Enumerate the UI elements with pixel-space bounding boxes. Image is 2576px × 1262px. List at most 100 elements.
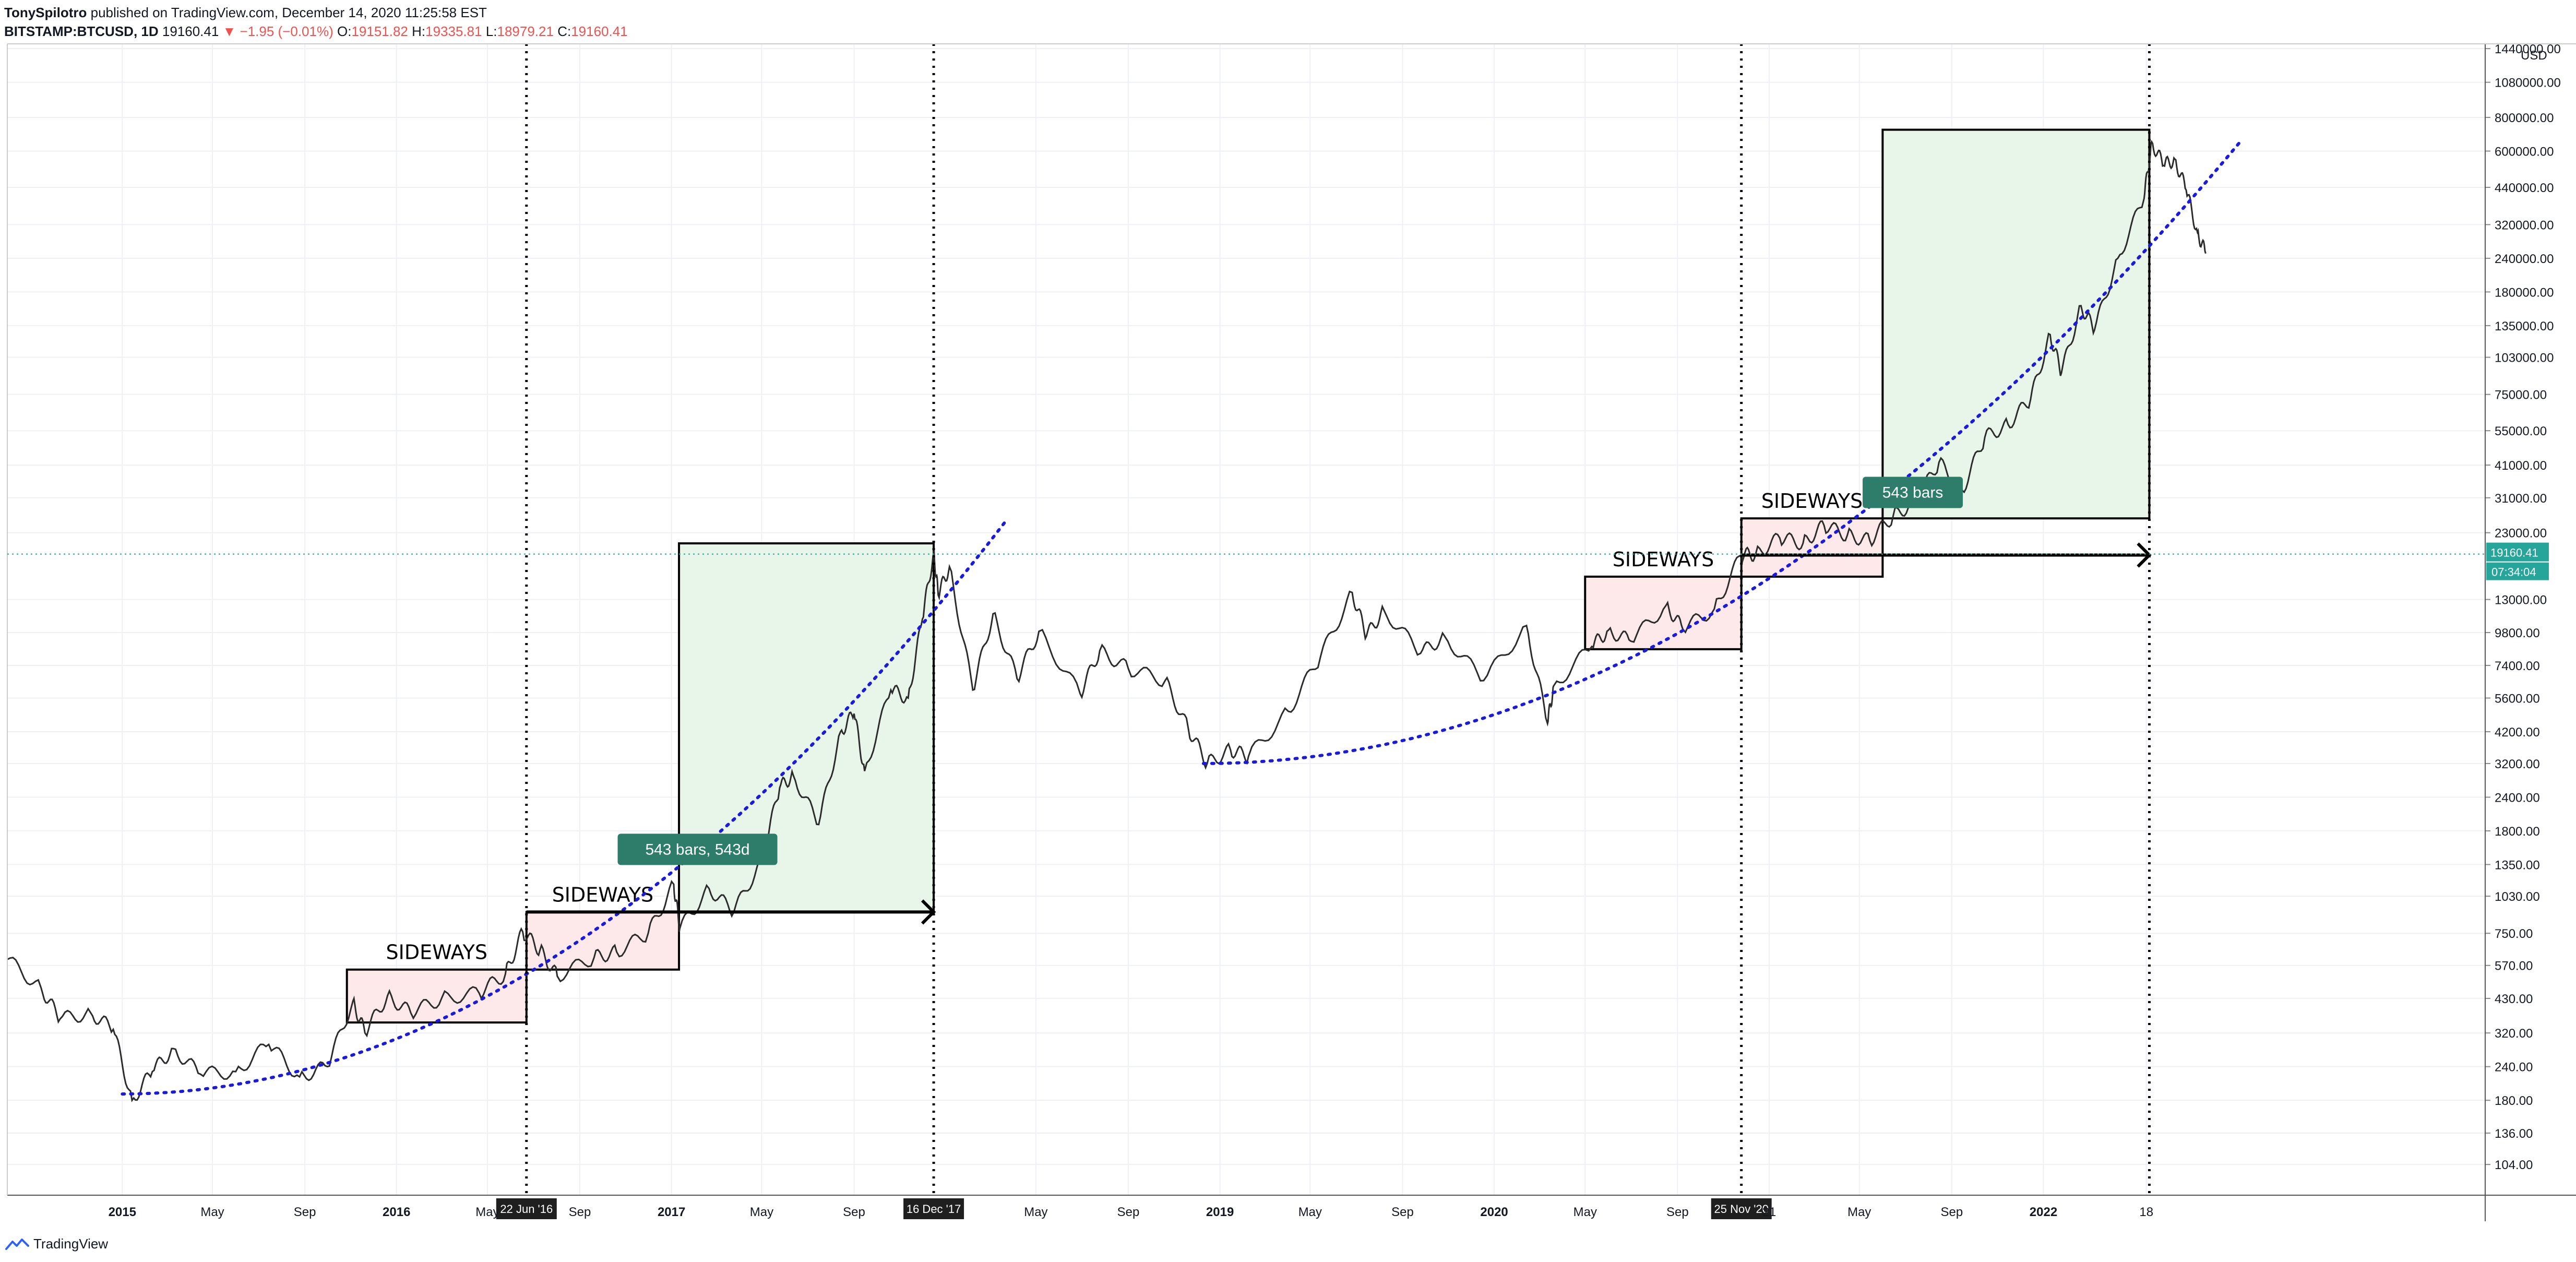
measure-label: 543 bars [1882, 484, 1943, 502]
y-tick-label: 180000.00 [2495, 285, 2554, 300]
close-value: 19160.41 [571, 23, 628, 39]
open-value: 19151.82 [351, 23, 408, 39]
x-tick-label: 21 [1762, 1205, 1776, 1219]
zones: SIDEWAYS SIDEWAYS SIDEWAYS SIDEWAYS [345, 128, 2151, 1024]
open-label: O: [337, 23, 352, 39]
x-tick-label: May [200, 1205, 224, 1219]
tradingview-logo-icon[interactable] [5, 1237, 29, 1251]
y-axis-unit: USD [2521, 49, 2547, 63]
x-tick-label: 2017 [658, 1205, 685, 1219]
zone-label: SIDEWAYS [386, 941, 487, 964]
author-name[interactable]: TonySpilotro [4, 5, 87, 20]
brand-text[interactable]: TradingView [33, 1236, 109, 1252]
measure-tools: 543 bars, 543d 543 bars [526, 477, 2152, 925]
zone-label: SIDEWAYS [552, 883, 653, 906]
date-chip-label: 25 Nov '20 [1714, 1203, 1769, 1216]
x-tick-label: Sep [1391, 1205, 1414, 1219]
y-tick-label: 750.00 [2495, 927, 2533, 941]
y-tick-label: 3200.00 [2495, 757, 2540, 771]
x-tick-label: May [1573, 1205, 1597, 1219]
y-tick-label: 1800.00 [2495, 825, 2540, 839]
zone-label: SIDEWAYS [1761, 490, 1863, 513]
footer: TradingView [5, 1236, 108, 1252]
y-tick-label: 600000.00 [2495, 145, 2554, 159]
price-change: ▼ −1.95 (−0.01%) [222, 23, 333, 39]
y-tick-label: 1080000.00 [2495, 76, 2561, 90]
x-tick-label: Sep [1666, 1205, 1689, 1219]
low-label: L: [485, 23, 497, 39]
y-tick-label: 75000.00 [2495, 388, 2547, 402]
x-tick-label: May [750, 1205, 773, 1219]
y-tick-label: 430.00 [2495, 992, 2533, 1006]
y-tick-label: 800000.00 [2495, 111, 2554, 125]
y-tick-label: 1030.00 [2495, 890, 2540, 904]
x-tick-label: Sep [843, 1205, 865, 1219]
low-value: 18979.21 [497, 23, 554, 39]
y-tick-label: 320.00 [2495, 1027, 2533, 1041]
growth-zone [1881, 128, 2151, 520]
y-tick-label: 320000.00 [2495, 218, 2554, 232]
x-tick-label: May [1024, 1205, 1047, 1219]
last-price-tag [2486, 542, 2549, 562]
y-tick-label: 440000.00 [2495, 181, 2554, 195]
high-label: H: [412, 23, 426, 39]
last-price-value: 19160.41 [2490, 546, 2538, 559]
y-tick-label: 240.00 [2495, 1061, 2533, 1075]
date-chip [1711, 1198, 1772, 1219]
date-chip [903, 1198, 964, 1219]
symbol-line: BITSTAMP:BTCUSD, 1D 19160.41 ▼ −1.95 (−0… [4, 22, 628, 41]
date-chip-label: 22 Jun '16 [500, 1203, 553, 1216]
sideways-zone [525, 911, 681, 971]
sideways-zone [1584, 575, 1743, 650]
y-tick-label: 13000.00 [2495, 593, 2547, 608]
x-tick-label: Sep [1117, 1205, 1140, 1219]
y-tick-label: 103000.00 [2495, 351, 2554, 365]
measure-label: 543 bars, 543d [645, 841, 749, 858]
date-chip [496, 1198, 557, 1219]
date-chip-label: 16 Dec '17 [907, 1203, 961, 1216]
sideways-zone [1740, 517, 1884, 578]
countdown-tag [2486, 562, 2549, 580]
close-label: C: [557, 23, 571, 39]
price-chart[interactable]: SIDEWAYS SIDEWAYS SIDEWAYS SIDEWAYS 22 Jun … [0, 0, 2576, 1221]
publish-text: published on TradingView.com, December 1… [90, 5, 487, 20]
y-tick-label: 23000.00 [2495, 527, 2547, 541]
x-tick-label: May [1847, 1205, 1871, 1219]
x-tick-label: 2019 [1206, 1205, 1234, 1219]
y-tick-label: 2400.00 [2495, 791, 2540, 805]
x-tick-label: 2020 [1480, 1205, 1508, 1219]
measure-badge [1863, 477, 1963, 508]
trend-curve [1201, 140, 2242, 765]
measure-badge [617, 834, 778, 865]
y-tick-label: 9800.00 [2495, 626, 2540, 640]
publish-info: TonySpilotro published on TradingView.co… [4, 3, 628, 22]
date-markers: 22 Jun '16 16 Dec '17 25 Nov '20 [496, 44, 2151, 1219]
y-tick-label: 570.00 [2495, 959, 2533, 973]
x-tick-label: 18 [2139, 1205, 2153, 1219]
x-tick-label: May [475, 1205, 499, 1219]
y-tick-label: 41000.00 [2495, 459, 2547, 473]
symbol-name[interactable]: BITSTAMP:BTCUSD, 1D [4, 23, 159, 39]
chart-header: TonySpilotro published on TradingView.co… [4, 3, 628, 41]
y-tick-label: 104.00 [2495, 1158, 2533, 1172]
y-tick-label: 135000.00 [2495, 319, 2554, 334]
trend-curves [121, 140, 2242, 1096]
x-tick-label: Sep [294, 1205, 316, 1219]
countdown-value: 07:34:04 [2491, 566, 2536, 579]
y-tick-label: 1350.00 [2495, 858, 2540, 872]
x-tick-label: Sep [569, 1205, 591, 1219]
y-tick-label: 5600.00 [2495, 692, 2540, 706]
y-tick-label: 240000.00 [2495, 252, 2554, 266]
axes: 1440000.00 1080000.00 800000.00 600000.00 44… [7, 42, 2576, 1221]
high-value: 19335.81 [425, 23, 482, 39]
x-tick-label: May [1298, 1205, 1322, 1219]
y-tick-label: 31000.00 [2495, 492, 2547, 506]
price-series [7, 139, 2207, 1102]
y-tick-label: 1440000.00 [2495, 42, 2561, 56]
y-tick-label: 4200.00 [2495, 725, 2540, 740]
price-line [7, 139, 2207, 1102]
x-tick-label: 2022 [2030, 1205, 2057, 1219]
measure-arrow-head [2137, 542, 2152, 568]
sideways-zone [345, 968, 528, 1024]
y-tick-label: 180.00 [2495, 1094, 2533, 1108]
